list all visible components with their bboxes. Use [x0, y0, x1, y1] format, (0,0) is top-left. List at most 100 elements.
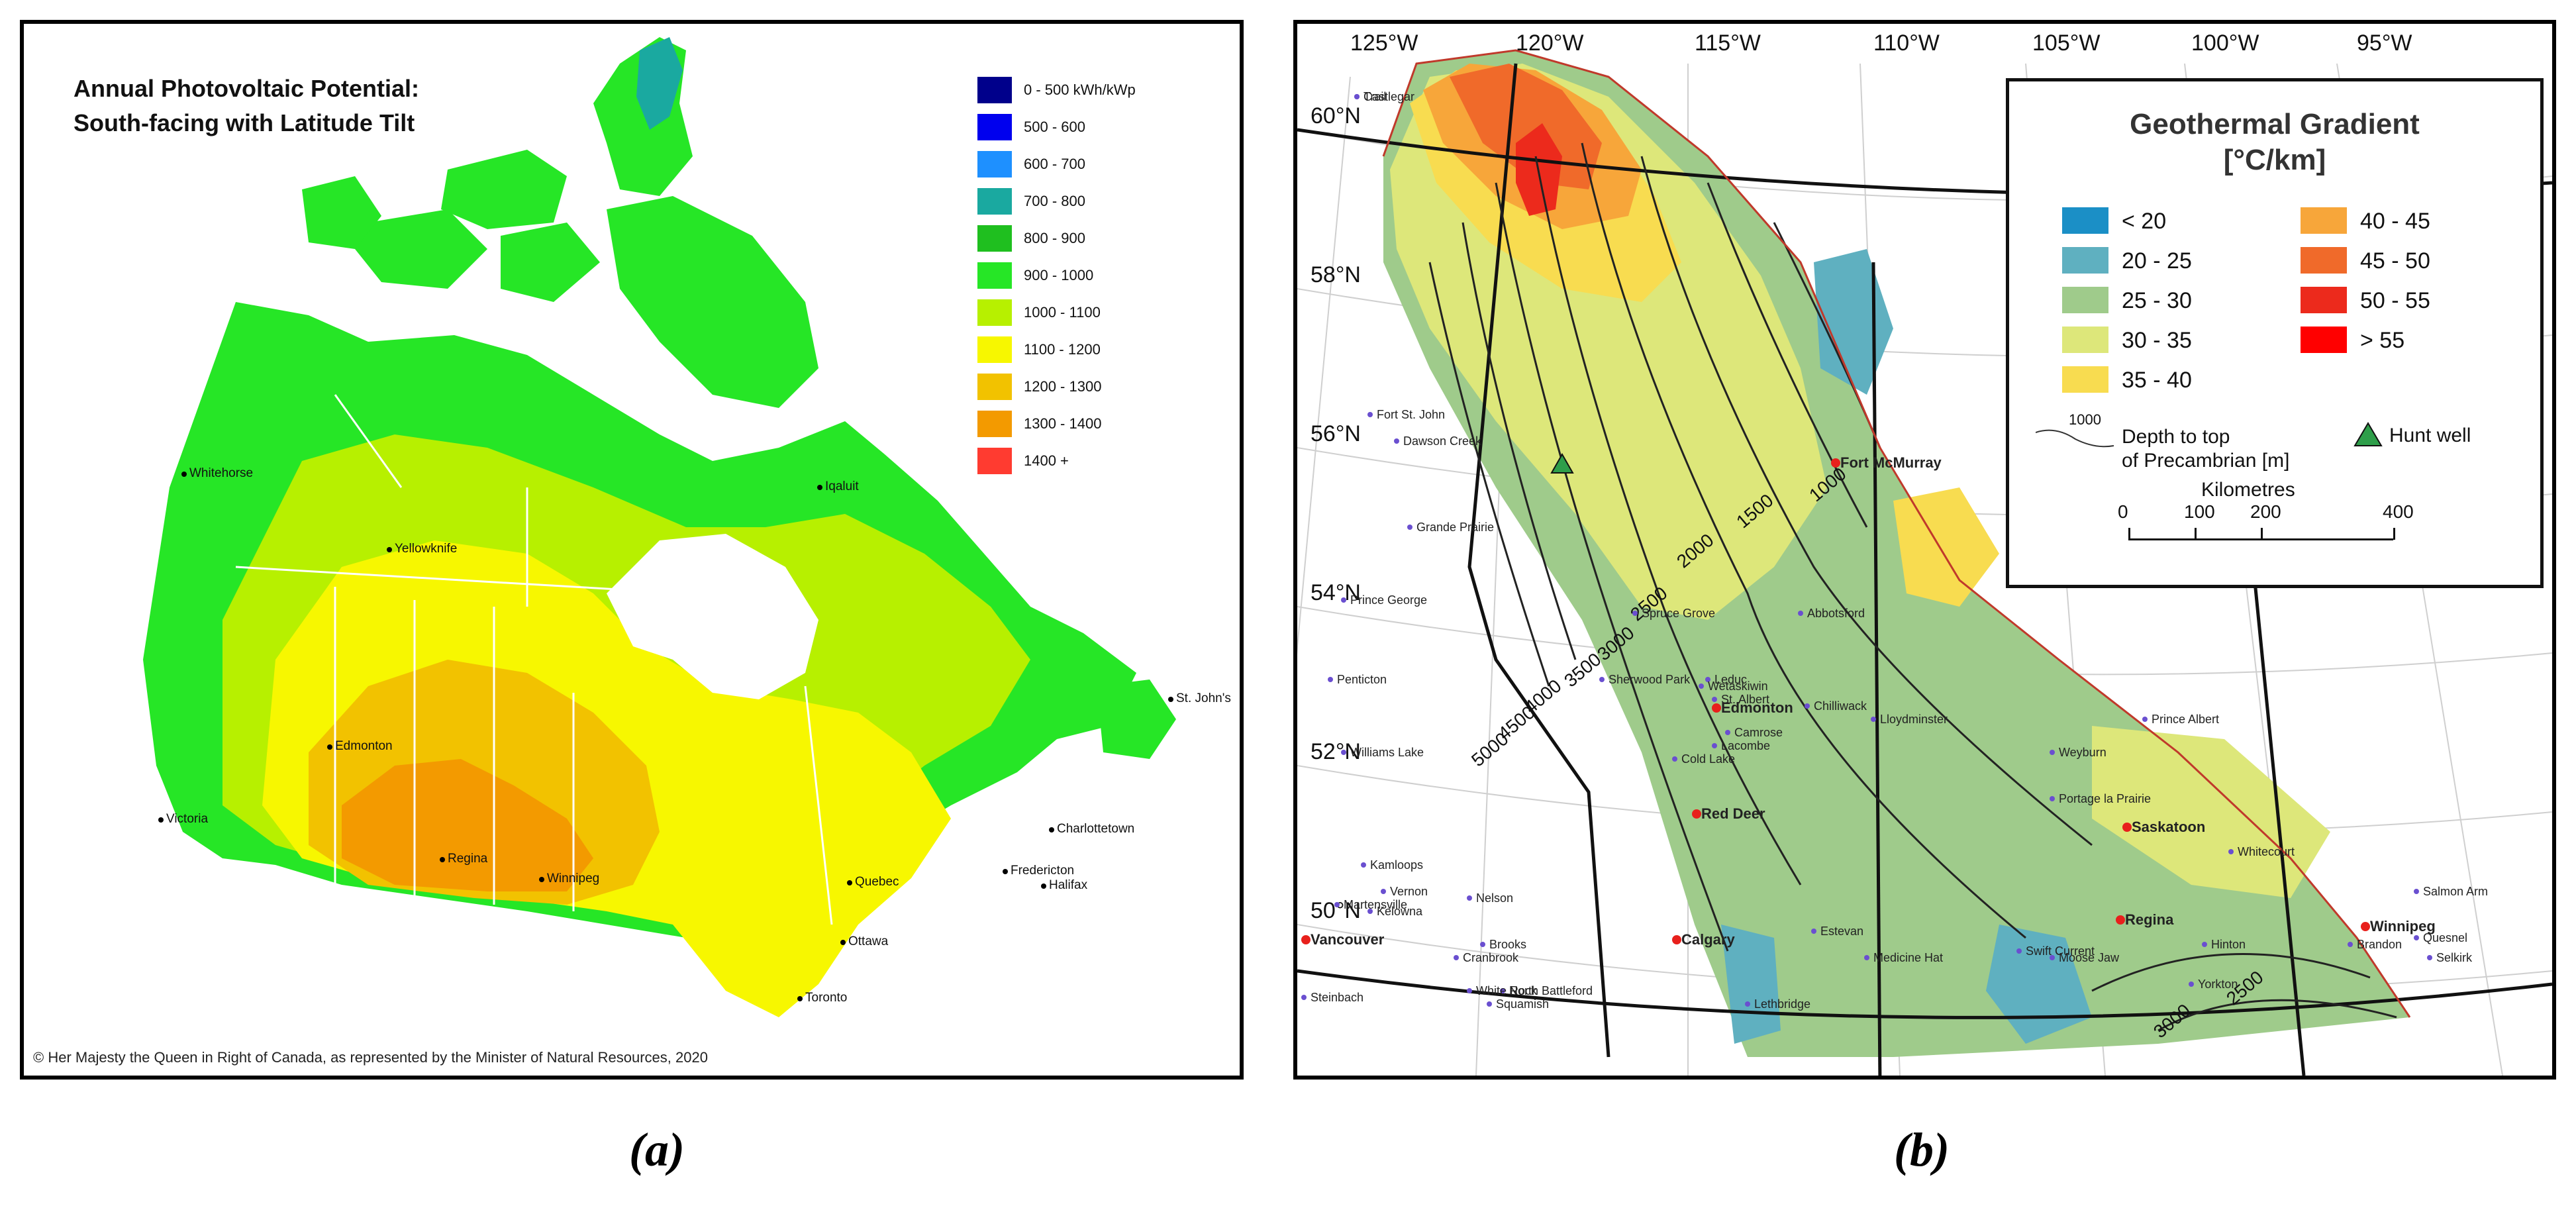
- longitude-label: 125°W: [1350, 30, 1418, 56]
- city-marker: [1049, 827, 1054, 832]
- city-marker: [1725, 730, 1730, 735]
- arctic-island-victoria: [355, 209, 487, 289]
- legend-title: Geothermal Gradient: [2130, 108, 2420, 140]
- city-label: St. John's: [1176, 691, 1231, 705]
- legend-label: 0 - 500 kWh/kWp: [1024, 81, 1136, 98]
- city-marker: [181, 472, 187, 477]
- legend-label: 900 - 1000: [1024, 267, 1094, 283]
- canada-pv-map: [143, 37, 1176, 1017]
- hunt-well-marker: [1550, 452, 1574, 474]
- city-label: Edmonton: [335, 739, 393, 753]
- city-label: Castlegar: [1363, 90, 1415, 103]
- latitude-label: 58°N: [1311, 262, 1361, 287]
- scale-tick: [2128, 528, 2130, 540]
- legend-swatch: [977, 299, 1012, 326]
- city-label: Penticton: [1337, 673, 1387, 686]
- city-marker: [1692, 809, 1701, 819]
- city-marker: [1712, 743, 1717, 748]
- legend-item: 700 - 800: [977, 183, 1136, 220]
- legend-label: 1200 - 1300: [1024, 378, 1102, 395]
- legend-item: 500 - 600: [977, 109, 1136, 146]
- legend-swatch: [977, 225, 1012, 252]
- city-label: Winnipeg: [547, 872, 600, 885]
- copyright-credit: © Her Majesty the Queen in Right of Cana…: [33, 1049, 708, 1066]
- city-label: Edmonton: [1721, 699, 1793, 716]
- city-marker: [817, 485, 822, 490]
- legend-label: 40 - 45: [2360, 209, 2430, 234]
- city-label: Grande Prairie: [1416, 521, 1495, 534]
- city-label: Selkirk: [2436, 951, 2473, 964]
- city-marker: [2189, 982, 2194, 987]
- legend-swatch: [977, 411, 1012, 437]
- map-title-line2: South-facing with Latitude Tilt: [74, 109, 415, 136]
- city-marker: [2202, 942, 2207, 947]
- city-label: Vancouver: [1311, 931, 1385, 948]
- city-marker: [1354, 94, 1360, 99]
- scale-title: Kilometres: [2201, 479, 2295, 501]
- legend-swatch: [2062, 287, 2108, 313]
- city-marker: [840, 940, 846, 945]
- legend-swatch: [2062, 366, 2108, 393]
- city-label: Cold Lake: [1681, 752, 1736, 766]
- city-marker: [1672, 756, 1677, 762]
- city-label: Portage la Prairie: [2059, 792, 2152, 805]
- city-marker: [1367, 909, 1373, 914]
- legend-label: 600 - 700: [1024, 156, 1085, 172]
- city-marker: [1394, 438, 1399, 444]
- legend-swatch: [977, 374, 1012, 400]
- city-label: Fort McMurray: [1840, 454, 1942, 471]
- hunt-well-icon: [2353, 422, 2383, 446]
- contour-caption-2: of Precambrian [m]: [2122, 450, 2290, 472]
- city-label: Squamish: [1496, 997, 1550, 1011]
- legend-label: 25 - 30: [2122, 288, 2192, 313]
- city-label: North Battleford: [1509, 984, 1593, 997]
- latitude-label: 52°N: [1311, 739, 1361, 764]
- legend-label: 1100 - 1200: [1024, 341, 1101, 358]
- city-label: Quesnel: [2423, 931, 2468, 944]
- city-marker: [2427, 955, 2432, 960]
- caption-a: (a): [629, 1123, 685, 1176]
- city-marker: [1712, 697, 1717, 702]
- scale-tick: [2261, 528, 2263, 540]
- zone-45-50: [1450, 64, 1602, 189]
- geothermal-gradient-map-panel: 125°W 120°W 115°W 110°W 105°W 100°W 95°W 60°N 58…: [1293, 20, 2556, 1080]
- basin-outline: [1382, 49, 2411, 1018]
- legend-label: < 20: [2122, 209, 2167, 234]
- city-marker: [2122, 823, 2132, 832]
- latitude-label: 56°N: [1311, 421, 1361, 446]
- city-label: Vernon: [1390, 885, 1428, 898]
- contour-sample-line: [2036, 429, 2114, 448]
- city-marker: [2116, 915, 2125, 925]
- city-label: Kamloops: [1370, 858, 1424, 872]
- city-label: Ottawa: [848, 934, 889, 948]
- city-marker: [539, 877, 544, 882]
- city-marker: [2142, 717, 2148, 722]
- city-marker: [1745, 1001, 1750, 1007]
- legend-item: 1400 +: [977, 442, 1136, 479]
- zone-30-35-east: [2092, 726, 2330, 898]
- city-marker: [2228, 849, 2234, 854]
- city-marker: [2050, 796, 2055, 801]
- legend-item: 1300 - 1400: [977, 405, 1136, 442]
- precambrian-depth-contours: [1428, 142, 2397, 1032]
- city-label: Steinbach: [1311, 991, 1364, 1004]
- city-label: Dawson Creek: [1403, 434, 1482, 448]
- legend-swatch: [2301, 207, 2347, 234]
- city-marker: [1712, 703, 1721, 713]
- legend-item: 1200 - 1300: [977, 368, 1136, 405]
- legend-item: 1000 - 1100: [977, 294, 1136, 331]
- city-marker: [1467, 988, 1472, 993]
- map-title: Annual Photovoltaic Potential: South-fac…: [74, 72, 419, 140]
- zone-1300-1400: [342, 759, 593, 891]
- zone-35-40-south: [1893, 487, 1999, 607]
- legend-swatch: [2062, 207, 2108, 234]
- city-label: Hinton: [2211, 938, 2246, 951]
- city-label: Regina: [2125, 911, 2174, 928]
- province-boundaries: [235, 394, 833, 925]
- city-marker: [1301, 995, 1307, 1000]
- city-marker: [2361, 922, 2370, 931]
- city-marker: [1500, 988, 1505, 993]
- city-marker: [1467, 895, 1472, 901]
- city-label: Wetaskiwin: [1708, 680, 1768, 693]
- city-marker: [1454, 955, 1459, 960]
